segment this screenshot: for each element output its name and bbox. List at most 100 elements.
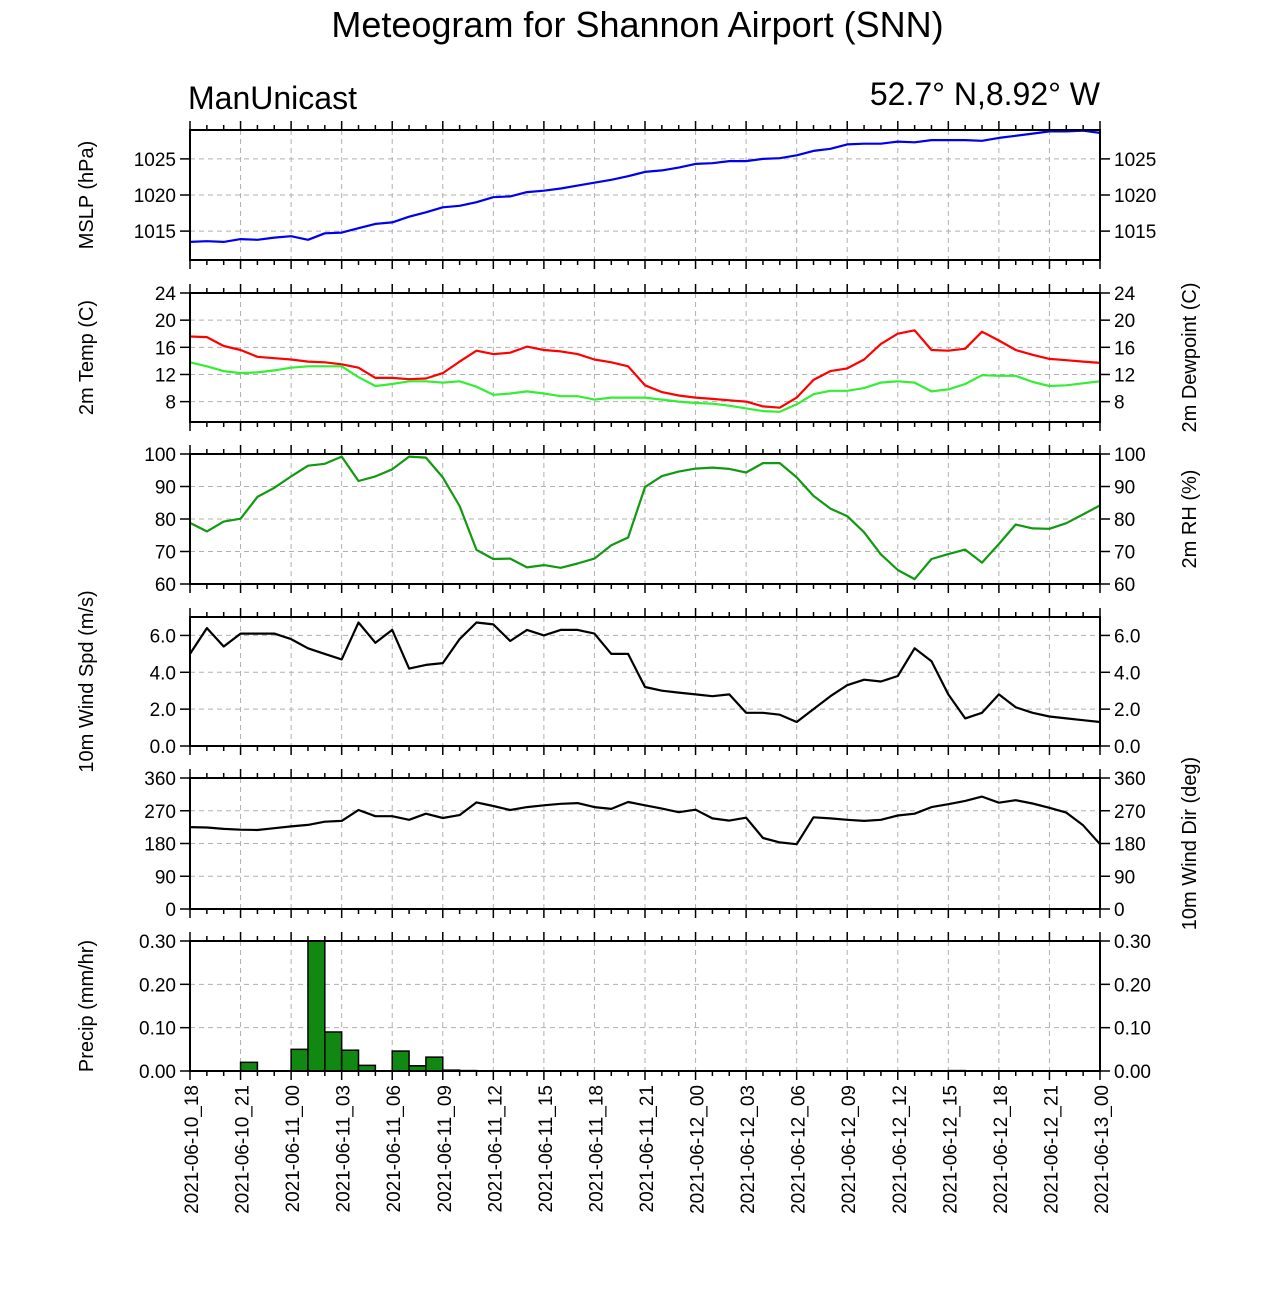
x-tick-label: 2021-06-12_12: [890, 1085, 911, 1214]
y-tick-label-left: 1015: [134, 222, 176, 243]
y-tick-label-right: 24: [1114, 284, 1136, 305]
y-tick-label-right: 80: [1114, 510, 1135, 531]
y-tick-label-left: 0.20: [139, 975, 176, 996]
y-axis-label-right: 2m Dewpoint (C): [1179, 282, 1201, 432]
chart-title: Meteogram for Shannon Airport (SNN): [331, 4, 944, 45]
x-tick-label: 2021-06-11_21: [637, 1085, 658, 1212]
y-tick-label-left: 360: [144, 769, 176, 790]
y-tick-label-right: 0.10: [1114, 1019, 1151, 1040]
y-tick-label-right: 360: [1114, 769, 1146, 790]
x-tick-label: 2021-06-13_00: [1092, 1085, 1113, 1214]
y-tick-label-left: 90: [155, 867, 176, 888]
y-axis-label-left: 10m Wind Spd (m/s): [76, 590, 98, 772]
x-tick-label: 2021-06-12_21: [1041, 1085, 1062, 1214]
y-tick-label-left: 16: [155, 338, 176, 359]
y-tick-label-left: 180: [144, 835, 176, 856]
x-tick-label: 2021-06-12_09: [839, 1085, 860, 1214]
precip-bar: [239, 1061, 259, 1072]
y-tick-label-left: 24: [155, 284, 177, 305]
y-tick-label-left: 12: [155, 365, 176, 386]
y-tick-label-right: 0: [1114, 900, 1125, 921]
y-tick-label-right: 0.0: [1114, 737, 1140, 758]
y-tick-label-left: 90: [155, 478, 176, 499]
x-tick-label: 2021-06-11_15: [536, 1085, 557, 1212]
precip-bar: [425, 1056, 444, 1072]
x-tick-label: 2021-06-12_18: [991, 1085, 1012, 1214]
precip-bar: [307, 940, 326, 1072]
x-tick-label: 2021-06-10_18: [182, 1085, 203, 1214]
x-tick-label: 2021-06-12_06: [789, 1085, 810, 1214]
y-tick-label-left: 0.0: [150, 737, 176, 758]
y-tick-label-left: 100: [144, 445, 176, 466]
y-tick-label-right: 2.0: [1114, 700, 1140, 721]
y-tick-label-right: 1020: [1114, 186, 1156, 207]
y-tick-label-right: 0.20: [1114, 975, 1151, 996]
panel-1: 8 8 12 12 16 16 20 20 24 24 2m Temp (C) 2m Dewpoint…: [76, 282, 1201, 432]
x-tick-label: 2021-06-11_06: [384, 1085, 405, 1212]
y-tick-label-left: 0.10: [139, 1019, 176, 1040]
y-tick-label-right: 100: [1114, 445, 1146, 466]
x-tick-label: 2021-06-11_00: [283, 1085, 304, 1212]
series-line-wind: [189, 621, 1101, 724]
y-tick-label-right: 20: [1114, 311, 1135, 332]
y-tick-label-right: 12: [1114, 365, 1135, 386]
y-tick-label-right: 60: [1114, 575, 1135, 596]
y-tick-label-left: 1020: [134, 186, 176, 207]
y-tick-label-right: 0.30: [1114, 932, 1151, 953]
x-tick-label: 2021-06-12_03: [738, 1085, 759, 1214]
series-line-mslp: [189, 129, 1101, 243]
panel-2: 60 60 70 70 80 80 90 90 100 100 2m RH (%): [144, 445, 1201, 596]
precip-bar: [340, 1049, 360, 1072]
y-tick-label-left: 60: [155, 575, 176, 596]
panel-0: 1015 1015 1020 1020 1025 1025 MSLP (hPa): [76, 121, 1156, 269]
y-tick-label-right: 70: [1114, 543, 1135, 564]
precip-bar: [290, 1048, 309, 1072]
x-tick-label: 2021-06-10_21: [233, 1085, 254, 1214]
y-tick-label-left: 1025: [134, 150, 176, 171]
series-line-wind: [189, 795, 1101, 846]
y-tick-label-left: 70: [155, 543, 176, 564]
y-tick-label-left: 6.0: [150, 626, 176, 647]
y-tick-label-right: 8: [1114, 393, 1125, 414]
y-tick-label-left: 0: [165, 900, 176, 921]
panel-5: 0.00 0.00 0.10 0.10 0.20 0.20 0.30 0.30 Precip (…: [76, 932, 1151, 1083]
x-tick-label: 2021-06-11_12: [485, 1085, 506, 1212]
precip-bar: [324, 1031, 343, 1072]
y-axis-label-right: 10m Wind Dir (deg): [1179, 757, 1201, 930]
x-tick-label: 2021-06-11_18: [586, 1085, 607, 1212]
y-tick-label-right: 270: [1114, 802, 1146, 823]
y-tick-label-right: 6.0: [1114, 626, 1140, 647]
y-tick-label-left: 0.00: [139, 1062, 176, 1083]
y-axis-label-right: 2m RH (%): [1179, 470, 1201, 569]
y-tick-label-left: 0.30: [139, 932, 176, 953]
y-tick-label-left: 4.0: [150, 663, 176, 684]
series-line-dewpoint: [189, 361, 1101, 413]
y-tick-label-right: 0.00: [1114, 1062, 1151, 1083]
series-line-temp: [189, 329, 1101, 409]
x-tick-label: 2021-06-12_15: [940, 1085, 961, 1214]
y-tick-label-left: 80: [155, 510, 176, 531]
y-tick-label-left: 2.0: [150, 700, 176, 721]
y-tick-label-right: 4.0: [1114, 663, 1140, 684]
y-tick-label-left: 20: [155, 311, 176, 332]
y-axis-label-left: MSLP (hPa): [76, 141, 98, 250]
panel-4: 0 0 90 90 180 180 270 270 360 360 10m Wind Dir (de…: [144, 757, 1201, 930]
station-coordinates: 52.7° N,8.92° W: [869, 76, 1100, 112]
series-line-rh: [189, 455, 1101, 581]
y-tick-label-right: 16: [1114, 338, 1135, 359]
y-tick-label-right: 180: [1114, 835, 1146, 856]
panel-3: 0.0 0.0 2.0 2.0 4.0 4.0 6.0 6.0 10m Wind Spd (m/…: [76, 590, 1140, 772]
y-tick-label-right: 90: [1114, 478, 1135, 499]
x-tick-label: 2021-06-11_03: [334, 1085, 355, 1212]
model-name: ManUnicast: [188, 80, 357, 116]
y-tick-label-right: 90: [1114, 867, 1135, 888]
y-axis-label-left: Precip (mm/hr): [76, 940, 98, 1072]
precip-bar: [391, 1050, 410, 1072]
y-tick-label-right: 1025: [1114, 150, 1156, 171]
x-tick-label: 2021-06-11_09: [435, 1085, 456, 1212]
y-tick-label-left: 8: [165, 393, 176, 414]
y-tick-label-left: 270: [144, 802, 176, 823]
y-tick-label-right: 1015: [1114, 222, 1156, 243]
x-tick-label: 2021-06-12_00: [688, 1085, 709, 1214]
